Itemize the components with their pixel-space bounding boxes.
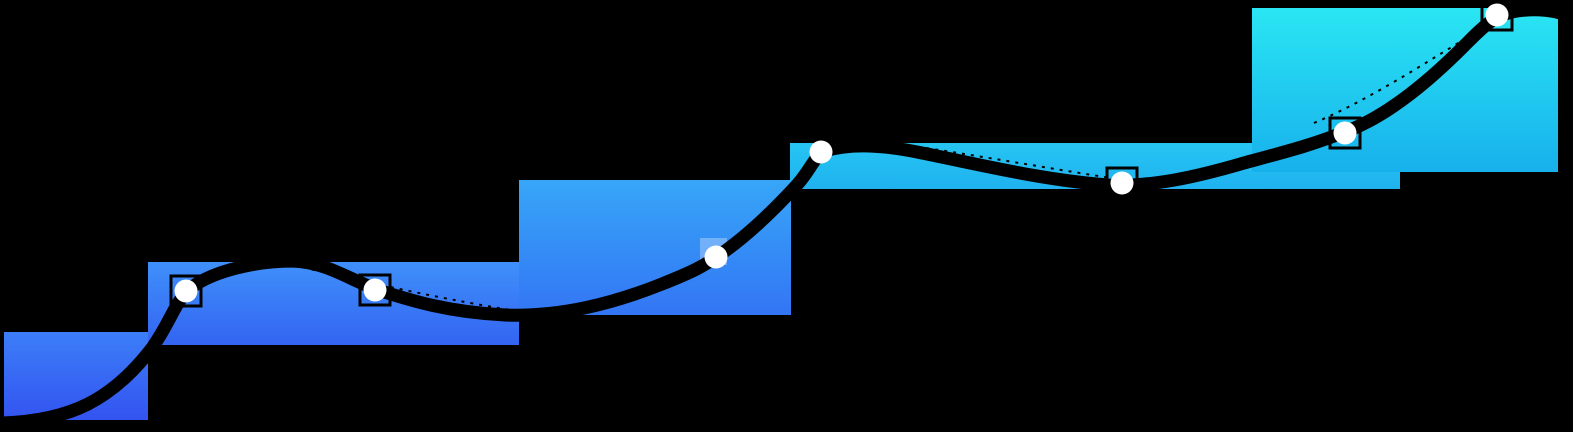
node-handle-square-1 — [169, 274, 203, 308]
data-point-marker-4 — [809, 140, 833, 164]
step-bar-3 — [519, 180, 791, 315]
dashed-segment-3 — [1313, 7, 1519, 124]
data-point-markers — [174, 3, 1509, 303]
data-point-marker-1 — [174, 279, 198, 303]
data-point-marker-6 — [1333, 121, 1357, 145]
data-point-marker-3 — [704, 245, 728, 269]
data-point-marker-2 — [363, 278, 387, 302]
data-point-marker-5 — [1110, 171, 1134, 195]
data-point-marker-7 — [1485, 3, 1509, 27]
